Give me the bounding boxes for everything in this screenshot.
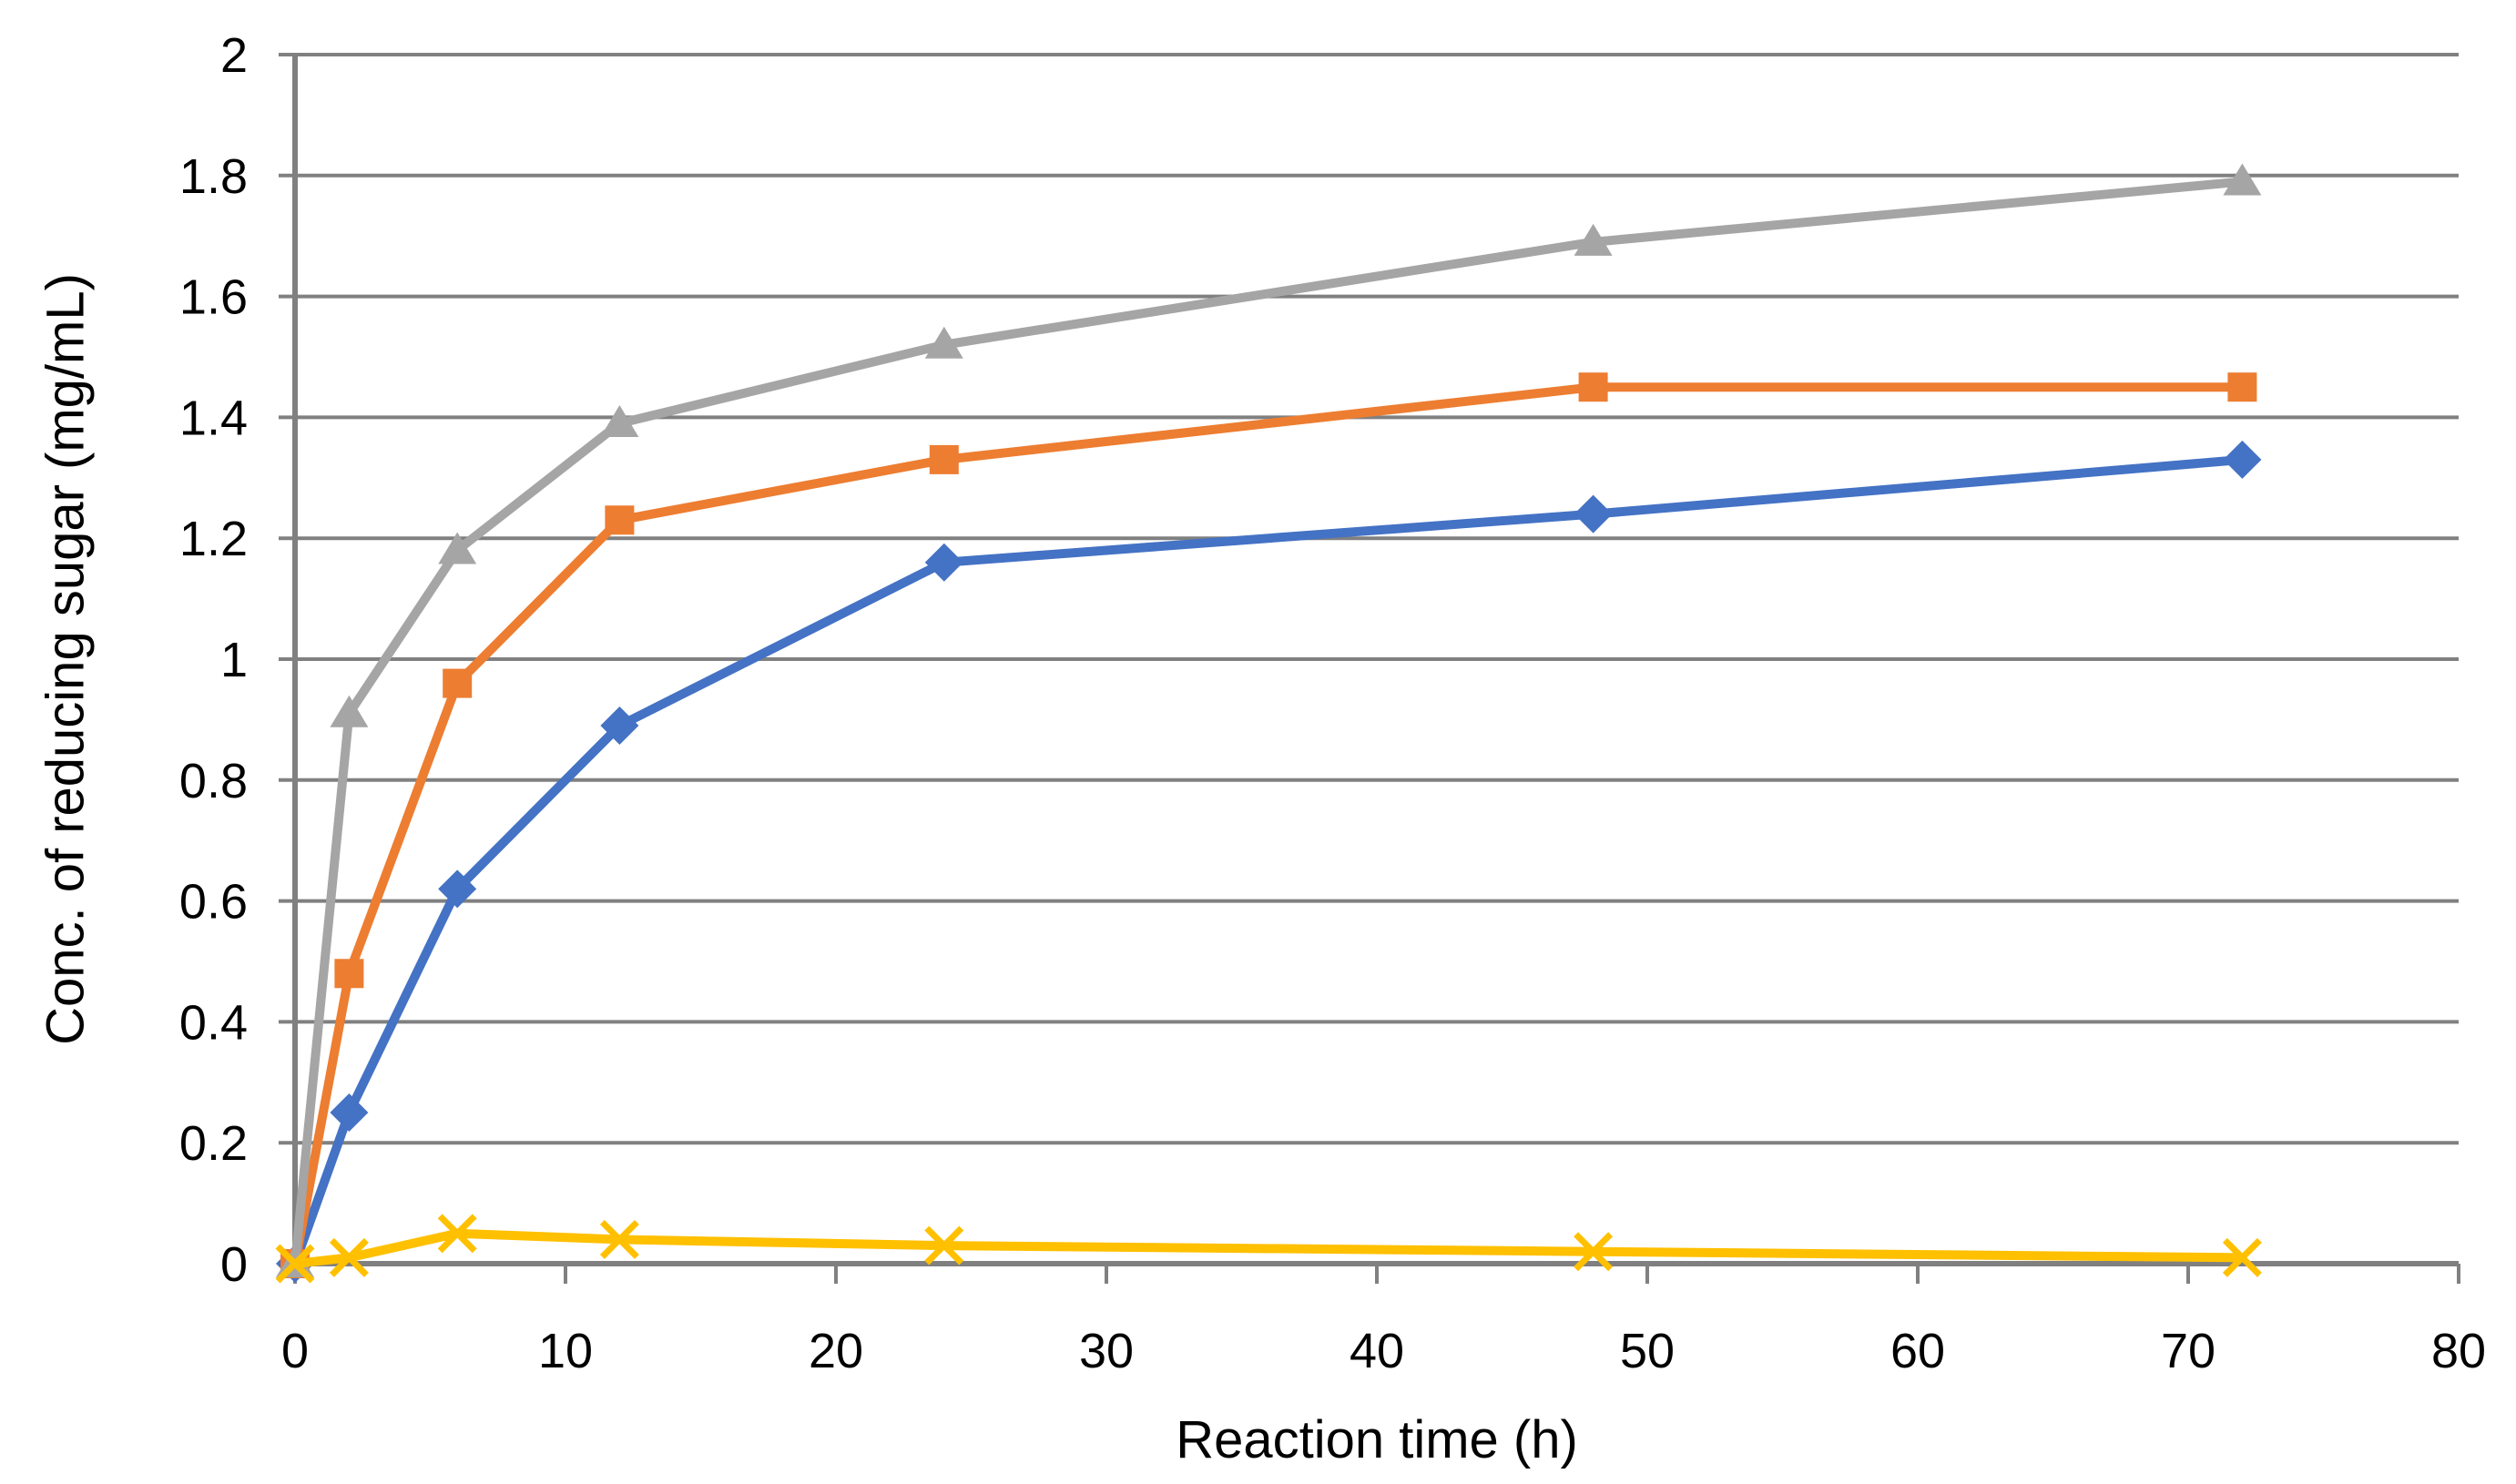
data-point-triangle [600, 405, 639, 438]
data-point-diamond [600, 706, 639, 746]
data-point-diamond [330, 1093, 369, 1132]
data-point-square [1578, 372, 1608, 402]
data-point-diamond [924, 543, 963, 582]
y-tick-label: 1.6 [179, 270, 248, 325]
x-tick-label: 50 [1620, 1324, 1675, 1378]
data-point-square [2227, 372, 2257, 402]
data-point-square [929, 444, 959, 474]
gray-triangle-series-line [290, 177, 2247, 1268]
data-point-square [334, 959, 364, 989]
yellow-x-series-line [290, 1228, 2247, 1268]
x-tick-label: 0 [281, 1324, 309, 1378]
y-tick-label: 0.6 [179, 875, 248, 930]
data-point-x [924, 1225, 964, 1265]
data-point-diamond [438, 869, 477, 909]
data-point-triangle [330, 695, 369, 727]
y-tick-label: 2 [220, 28, 248, 83]
x-tick-label: 40 [1350, 1324, 1404, 1378]
y-tick-label: 0.4 [179, 995, 248, 1050]
y-tick-label: 0.2 [179, 1116, 248, 1171]
x-tick-label: 60 [1890, 1324, 1945, 1378]
y-tick-label: 1.4 [179, 391, 248, 445]
x-tick-label: 10 [538, 1324, 593, 1378]
data-point-triangle [1574, 223, 1613, 256]
data-point-x [437, 1214, 477, 1254]
data-point-x [275, 1244, 315, 1284]
x-tick-label: 30 [1079, 1324, 1134, 1378]
data-point-square [443, 668, 473, 698]
data-point-x [329, 1237, 369, 1277]
data-point-triangle [438, 532, 477, 564]
y-tick-label: 1.8 [179, 149, 248, 204]
data-point-triangle [2223, 163, 2262, 196]
data-point-x [2222, 1237, 2262, 1277]
y-tick-label: 0.8 [179, 754, 248, 808]
data-point-x [1574, 1232, 1614, 1272]
x-tick-label: 80 [2431, 1324, 2486, 1378]
x-axis-title: Reaction time (h) [1176, 1410, 1578, 1469]
orange-square-series-line [290, 382, 2247, 1268]
y-tick-label: 1.2 [179, 512, 248, 566]
data-point-x [599, 1219, 639, 1259]
y-tick-label: 0 [220, 1237, 248, 1292]
data-point-square [605, 505, 635, 535]
data-point-triangle [924, 326, 963, 359]
y-axis-title: Conc. of reducing sugar (mg/mL) [36, 273, 96, 1045]
y-tick-label: 1 [220, 633, 248, 687]
x-tick-label: 70 [2161, 1324, 2216, 1378]
data-point-diamond [1574, 494, 1613, 534]
x-tick-label: 20 [809, 1324, 863, 1378]
data-point-diamond [2223, 440, 2262, 479]
